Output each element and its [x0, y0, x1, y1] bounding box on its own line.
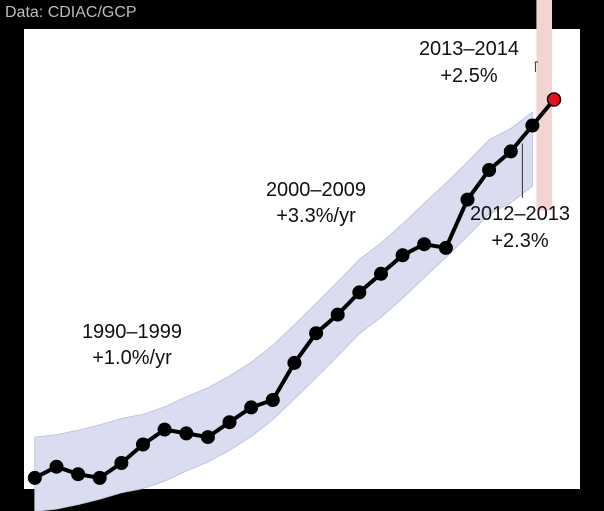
data-point-2008: [417, 237, 432, 252]
data-point-1995: [136, 437, 150, 452]
trend-band: [34, 111, 533, 511]
data-point-1991: [49, 459, 64, 474]
point-layer: [27, 92, 562, 485]
data-point-1993: [92, 470, 107, 485]
data-point-2011: [482, 163, 497, 177]
data-point-1999: [222, 415, 237, 430]
data-point-2001: [265, 393, 280, 407]
data-point-2010: [460, 192, 475, 207]
data-point-2012: [503, 144, 518, 159]
data-point-2007: [395, 248, 410, 263]
source-label: Data: CDIAC/GCP: [5, 4, 137, 21]
data-point-2014-highlighted: [546, 92, 562, 107]
leader-layer: [521, 61, 538, 198]
data-point-2009: [438, 240, 453, 255]
data-point-2006: [374, 266, 388, 281]
leader-line-2014: [534, 61, 538, 72]
data-point-2000: [244, 400, 259, 415]
data-point-1994: [114, 456, 129, 470]
data-point-2013: [525, 118, 540, 133]
data-point-2002: [287, 355, 302, 370]
annotation-2014-change: +2.5%: [440, 65, 497, 87]
plot-area: [24, 29, 580, 489]
annotation-2000s-period: 2000–2009: [266, 179, 366, 201]
data-point-2003: [309, 326, 324, 341]
data-point-1997: [179, 426, 194, 441]
annotation-2014-period: 2013–2014: [419, 38, 519, 60]
annotation-2013-period: 2012–2013: [470, 203, 570, 225]
highlight-layer: [536, 0, 552, 211]
data-point-1992: [71, 467, 86, 482]
annotation-1990s-period: 1990–1999: [82, 321, 182, 343]
annotation-1990s-rate: +1.0%/yr: [92, 347, 172, 369]
data-point-2004: [330, 307, 345, 322]
data-point-1998: [200, 430, 215, 445]
data-point-1990: [27, 470, 42, 485]
data-point-1996: [157, 422, 172, 437]
data-point-2005: [352, 285, 367, 300]
latest-change-highlight: [536, 0, 552, 211]
annotation-2000s-rate: +3.3%/yr: [276, 205, 356, 227]
trend-band-layer: [34, 111, 533, 511]
annotation-2013-change: +2.3%: [491, 230, 548, 252]
